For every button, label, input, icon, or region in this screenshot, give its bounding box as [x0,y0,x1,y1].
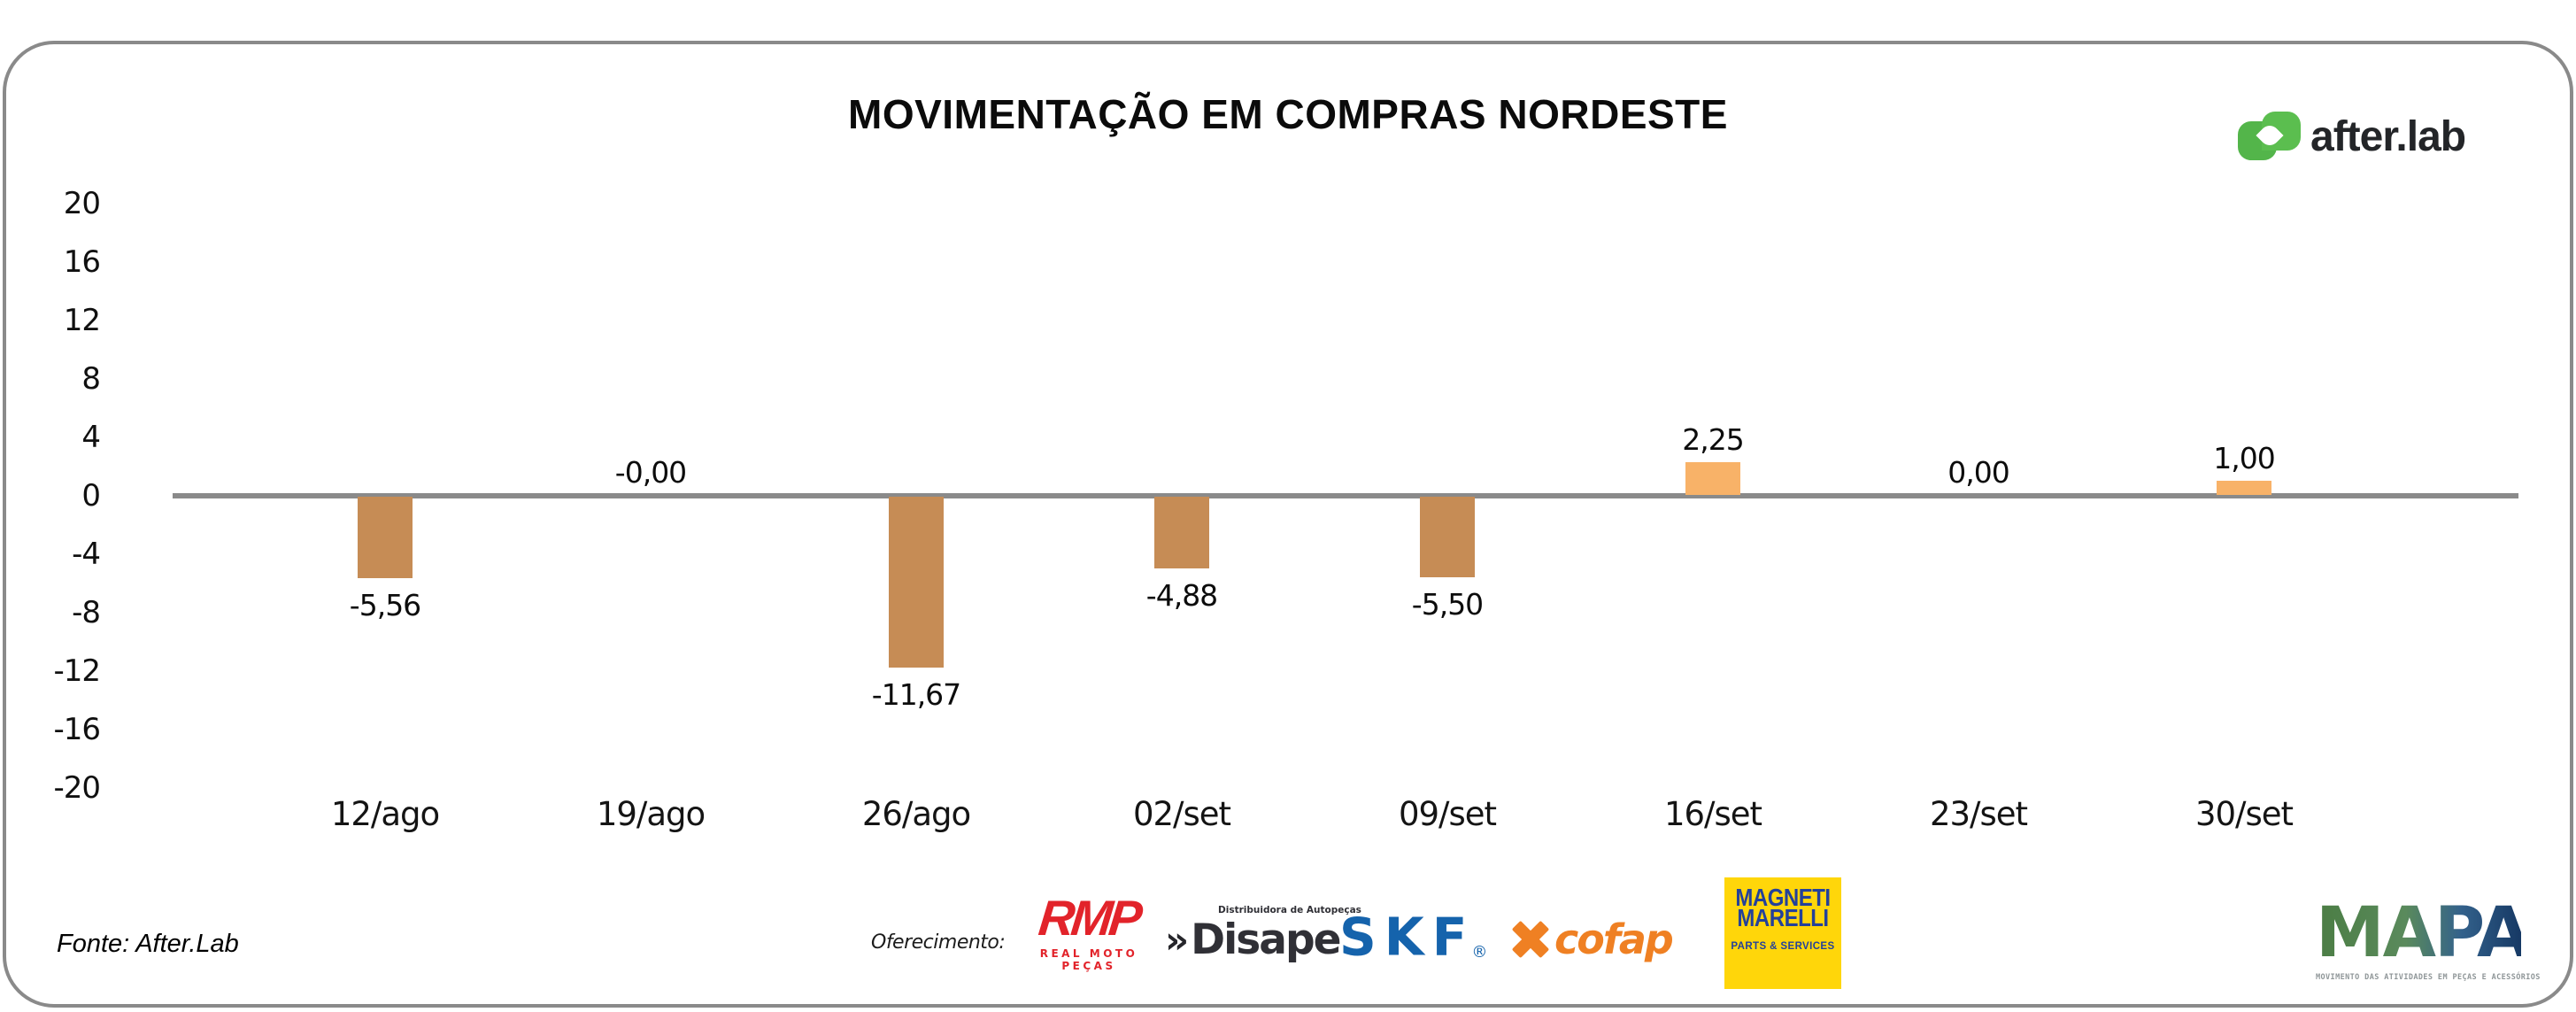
bar-26/ago [889,497,944,668]
disape-logo-subtext: Distribuidora de Autopeças [1218,905,1361,915]
mapa-logo-text: MAPA [2316,894,2521,969]
bar-value-label: -5,50 [1411,586,1484,622]
x-axis-label: 12/ago [330,795,440,833]
x-axis-label: 26/ago [861,795,971,833]
rmp-logo-subtext: REAL MOTO PEÇAS [1039,947,1138,972]
x-axis-label: 30/set [2194,795,2294,833]
afterlab-leaf-icon [2238,112,2302,161]
sponsor-logo-disape: Distribuidora de Autopeças » Disape [1165,905,1361,964]
x-axis-label: 02/set [1132,795,1231,833]
marelli-logo-subtext: PARTS & SERVICES [1731,941,1835,952]
bar-value-label: 0,00 [1947,455,2009,490]
y-axis-tick-label: -16 [53,712,101,747]
marelli-logo-line1: MAGNETI [1735,884,1831,913]
skf-logo-text: SKF [1339,906,1476,968]
bar-12/ago [358,497,413,578]
bar-value-label: -11,67 [871,676,961,712]
zero-axis-line [173,493,2518,498]
y-axis-tick-label: 12 [63,303,101,338]
y-axis-tick-label: 8 [81,361,101,397]
x-axis-label: 23/set [1929,795,2028,833]
bar-02/set [1154,497,1209,568]
y-axis-tick-label: 0 [81,478,101,514]
sponsors-label: Oferecimento: [871,931,1006,954]
skf-registered-mark: ® [1471,943,1488,962]
x-axis-label: 16/set [1663,795,1762,833]
chart-card-border [3,41,2573,1008]
bar-value-label: -5,56 [349,587,421,622]
bar-value-label: -0,00 [614,455,687,490]
bar-value-label: 1,00 [2213,440,2275,475]
y-axis-tick-label: -12 [53,653,101,689]
bar-30/set [2217,480,2271,495]
y-axis-tick-label: 20 [63,186,101,221]
y-axis-tick-label: 4 [81,420,101,455]
afterlab-logo-text: after.lab [2310,112,2466,160]
disape-chevrons-icon: » [1165,918,1190,962]
mapa-logo-tagline: MOVIMENTO DAS ATIVIDADES EM PEÇAS E ACES… [2316,973,2541,982]
mapa-logo-graphic: MAPA [2316,893,2532,973]
x-axis-label: 19/ago [596,795,706,833]
marelli-logo-line2: MARELLI [1737,904,1829,933]
rmp-logo-text: RMP [1036,890,1142,946]
sponsor-logo-rmp: RMP REAL MOTO PEÇAS [1022,890,1155,972]
sponsor-logo-skf: SKF ® [1339,906,1488,968]
sponsor-logo-magneti-marelli: MAGNETI MARELLI PARTS & SERVICES [1724,877,1841,989]
y-axis-tick-label: -8 [72,595,101,630]
source-note: Fonte: After.Lab [57,930,239,958]
afterlab-logo: after.lab [2238,112,2466,161]
y-axis-tick-label: -20 [53,770,101,806]
mapa-logo: MAPA MOVIMENTO DAS ATIVIDADES EM PEÇAS E… [2316,893,2541,982]
cofap-x-icon [1510,920,1549,959]
x-axis-label: 09/set [1398,795,1497,833]
sponsor-logo-cofap: cofap [1510,915,1674,963]
y-axis-tick-label: 16 [63,244,101,280]
cofap-logo-text: cofap [1554,915,1674,963]
bar-value-label: -4,88 [1145,577,1218,613]
disape-logo-text: Disape [1191,915,1341,964]
bar-value-label: 2,25 [1682,421,1744,457]
y-axis-tick-label: -4 [72,537,101,572]
bar-16/set [1685,461,1740,495]
chart-title: MOVIMENTAÇÃO EM COMPRAS NORDESTE [848,91,1728,137]
bar-09/set [1420,497,1475,577]
